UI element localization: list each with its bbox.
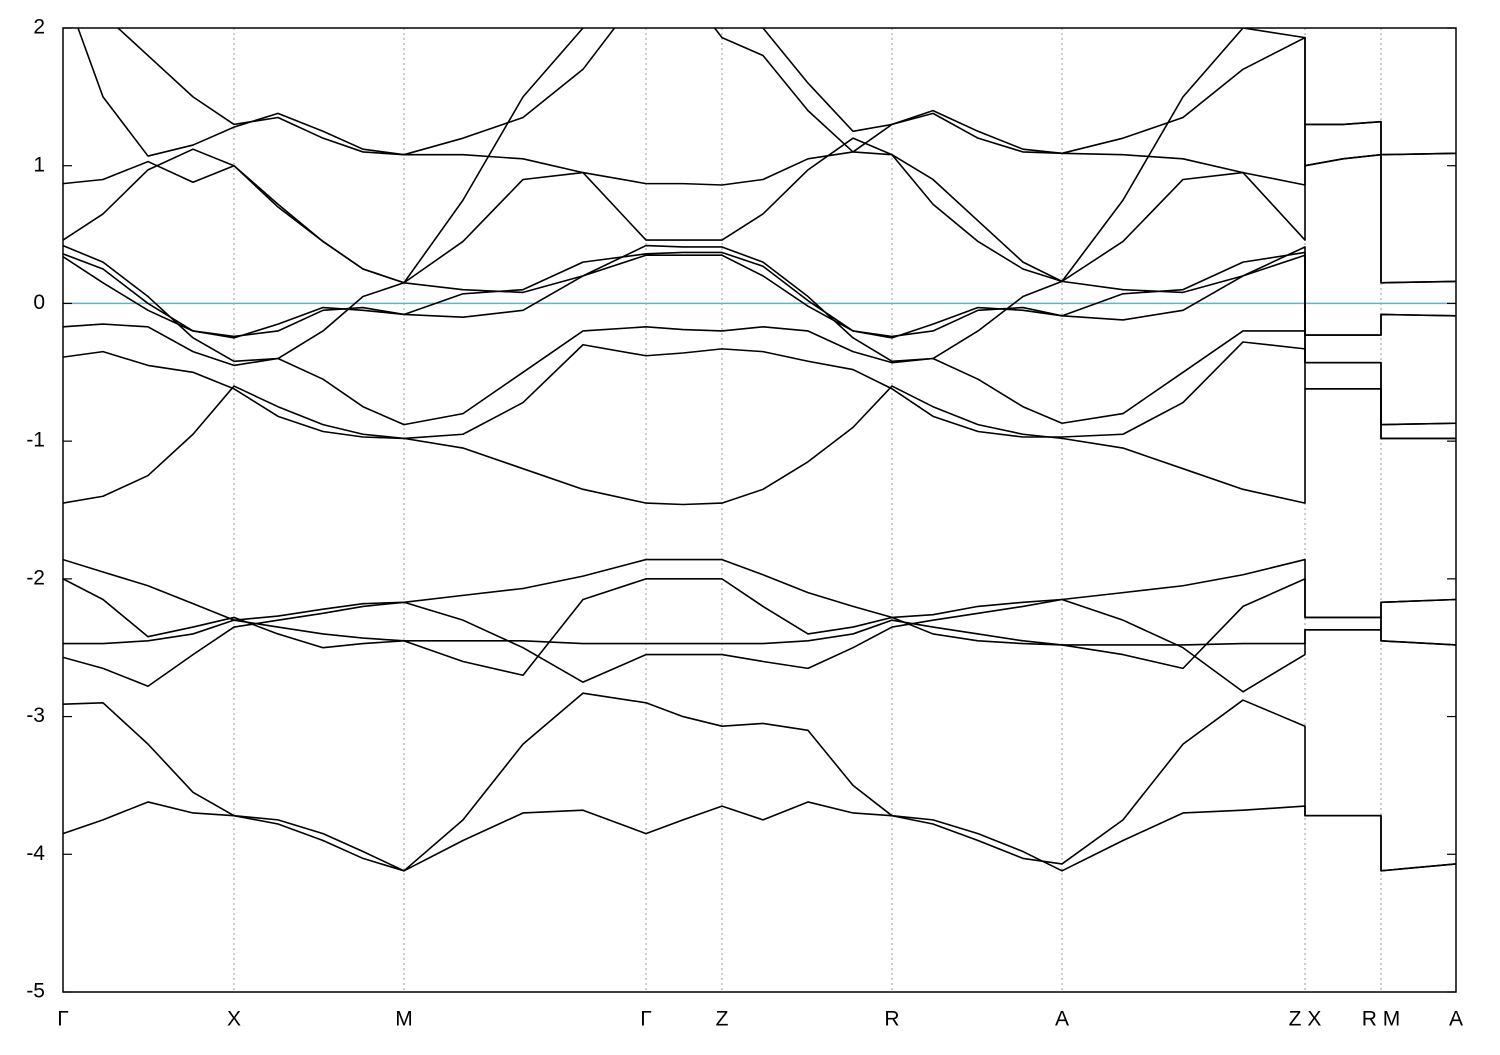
x-tick-label: Z X (1289, 1008, 1322, 1031)
band-line (63, 385, 1456, 506)
y-tick-label: -2 (26, 566, 45, 589)
y-tick-label: 1 (33, 153, 45, 176)
x-tick-label: Γ (640, 1008, 652, 1031)
y-tick-label: 2 (33, 16, 45, 39)
band-line (63, 251, 1456, 339)
band-line (77, 28, 1456, 284)
band-line (63, 692, 1456, 872)
axes: 2 1 0 -1 -2 -3 -4 -5 Γ X M Γ Z R A Z X R M A (26, 16, 1463, 1031)
y-tick-label: -5 (26, 980, 45, 1003)
y-tick-label: -3 (26, 704, 45, 727)
band-line (63, 28, 1456, 284)
band-line (63, 341, 1456, 440)
band-line (63, 244, 1456, 426)
band-line (63, 254, 1456, 338)
band-line (116, 28, 1456, 284)
band-line (63, 801, 1456, 872)
y-tick-label: -1 (26, 429, 45, 452)
x-tick-label: R (884, 1008, 899, 1031)
band-line (63, 619, 1456, 646)
band-line (63, 323, 1456, 426)
x-tick-label: M (395, 1008, 413, 1031)
x-tick-label: Γ (57, 1008, 69, 1031)
y-tick-label: 0 (33, 291, 45, 314)
band-line (63, 558, 1456, 621)
x-tick-label: A (1055, 1008, 1069, 1031)
plot-frame (62, 27, 1457, 993)
x-tick-label: Z (716, 1008, 729, 1031)
x-tick-label: A (1449, 1008, 1463, 1031)
bands (63, 28, 1456, 872)
y-tick-label: -4 (26, 842, 45, 865)
band-line (63, 578, 1456, 677)
x-tick-label: R M (1362, 1008, 1401, 1031)
x-tick-label: X (227, 1008, 241, 1031)
band-line (63, 598, 1456, 693)
